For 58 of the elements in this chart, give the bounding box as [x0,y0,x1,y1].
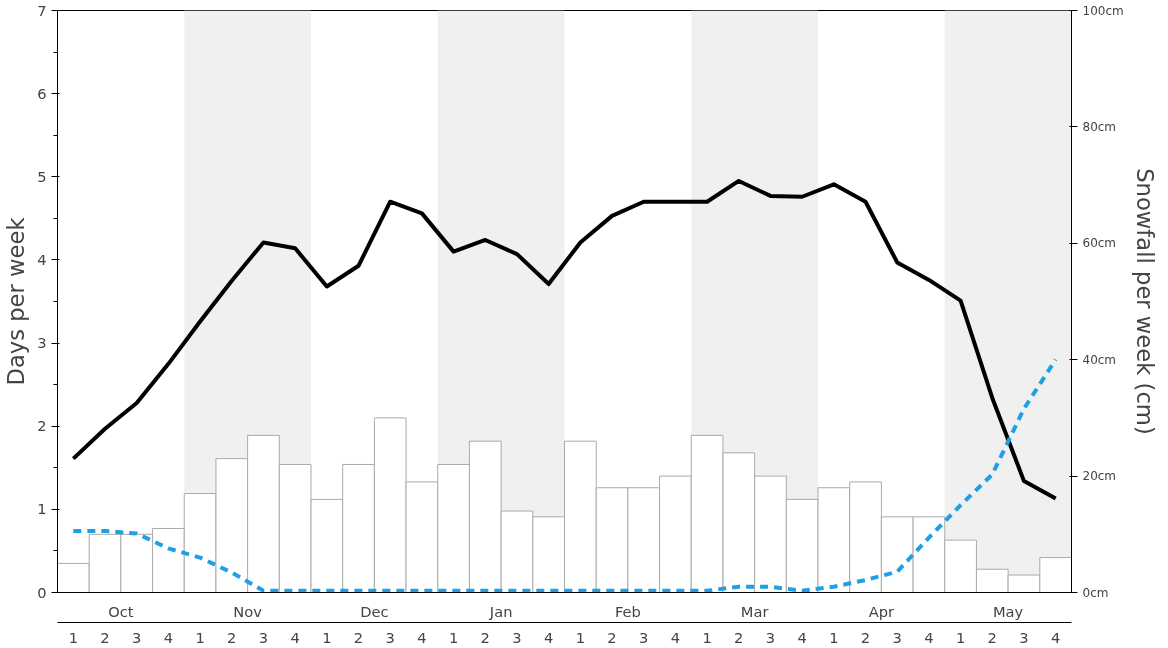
line-series [71,178,1058,501]
y2-axis-title: Snowfall per week (cm) [1131,168,1158,435]
x-tick-label: 2 [607,628,617,646]
x-tick-label: 4 [1050,628,1061,646]
line-series [71,357,1058,593]
x-tick-label: 1 [68,628,79,646]
y-tick-label: 2 [37,417,47,435]
x-tick-label: 2 [480,628,490,646]
x-tick-label: 3 [512,628,522,646]
y2-tick-label: 60cm [1082,236,1117,251]
x-tick-label: 4 [163,628,174,646]
x-tick-label: 1 [955,628,966,646]
x-tick-label: 3 [258,628,269,646]
x-tick-label: 3 [639,628,649,646]
text: Dec [360,602,389,620]
text: Mar [740,602,770,620]
x-tick-label: 3 [1019,628,1029,646]
x-tick-label: 1 [448,628,459,646]
text: Oct [108,602,134,620]
x-tick-label: 3 [385,628,395,646]
text: Nov [233,602,263,620]
x-tick-label: 1 [322,628,332,646]
x-tick-label: 3 [132,628,142,646]
y-tick-label: 1 [37,500,47,518]
x-tick-label: 2 [353,628,364,646]
y2-tick-label: 40cm [1082,352,1117,367]
y-tick-label: 5 [37,167,47,185]
x-tick-label: 2 [227,628,237,646]
y-tick-label: 3 [37,334,47,352]
x-tick-label: 3 [765,628,776,646]
x-tick-label: 3 [892,628,902,646]
y-tick-label: 6 [37,84,47,102]
x-tick-label: 4 [417,628,427,646]
x-tick-label: 1 [195,628,205,646]
x-tick-label: 1 [829,628,839,646]
y2-tick-label: 0cm [1082,585,1109,600]
text: May [992,602,1024,620]
x-tick-label: 4 [543,628,554,646]
text: Apr [868,602,896,620]
x-tick-label: 2 [860,628,871,646]
y-axis-title: Days per week [3,216,30,386]
y2-tick-label: 100cm [1082,3,1124,18]
x-tick-label: 4 [290,628,300,646]
x-tick-label: 4 [797,628,807,646]
y-tick-label: 7 [37,1,47,19]
y2-tick-label: 80cm [1082,119,1117,134]
x-tick-label: 2 [987,628,997,646]
y2-tick-label: 20cm [1082,469,1117,484]
x-tick-label: 4 [924,628,934,646]
x-tick-label: 1 [575,628,586,646]
y-tick-label: 0 [37,583,47,601]
text: Jan [488,602,513,620]
text: Feb [614,602,641,620]
x-tick-label: 2 [100,628,110,646]
x-tick-label: 2 [734,628,744,646]
x-tick-label: 4 [670,628,681,646]
x-tick-label: 1 [702,628,712,646]
y-tick-label: 4 [37,250,47,268]
